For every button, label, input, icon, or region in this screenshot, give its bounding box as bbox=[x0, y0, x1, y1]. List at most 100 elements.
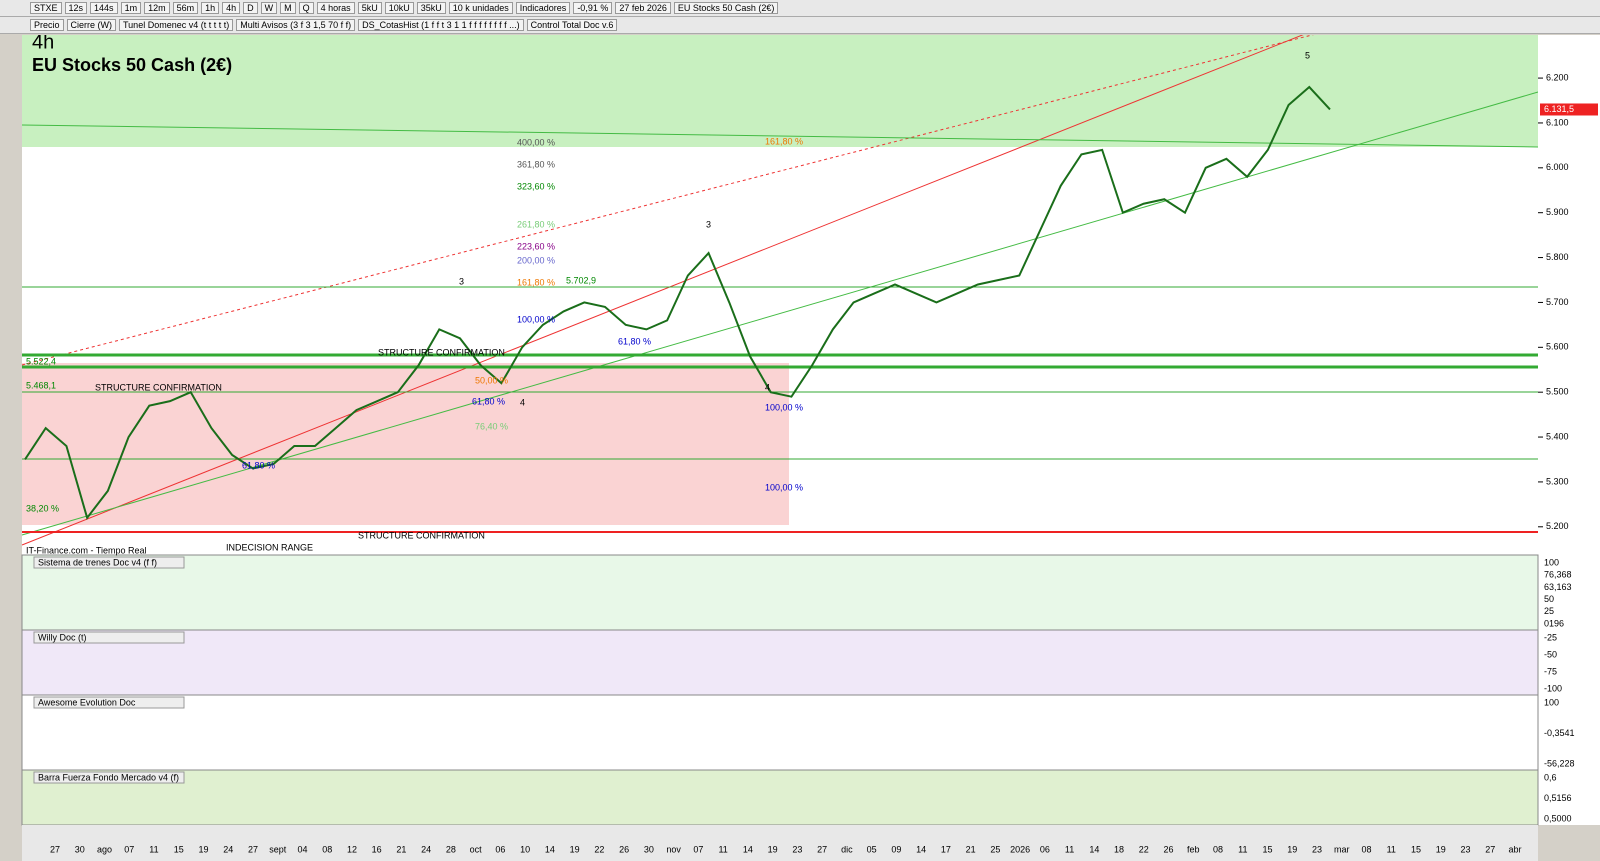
y-tick-label: 5.600 bbox=[1546, 342, 1569, 352]
toolbar-button[interactable]: 27 feb 2026 bbox=[615, 2, 671, 14]
y-tick-label: 5.400 bbox=[1546, 431, 1569, 441]
x-tick-label: 08 bbox=[322, 844, 332, 854]
toolbar-button[interactable]: 12m bbox=[144, 2, 170, 14]
annotation: 4 bbox=[520, 397, 525, 407]
toolbar-button[interactable]: 12s bbox=[64, 2, 88, 14]
toolbar-button[interactable]: 4 horas bbox=[316, 2, 355, 14]
annotation: 76,40 % bbox=[475, 421, 508, 431]
pane-title-box bbox=[33, 771, 185, 784]
toolbar-button[interactable]: EU Stocks 50 Cash (2€) bbox=[673, 2, 779, 14]
x-tick-label: 10 bbox=[520, 844, 530, 854]
pane-title-box bbox=[33, 556, 185, 569]
toolbar-button[interactable]: Indicadores bbox=[515, 2, 571, 14]
annotation: 100,00 % bbox=[765, 402, 803, 412]
toolbar-button[interactable]: W bbox=[260, 2, 278, 14]
toolbar-button[interactable]: STXE bbox=[30, 2, 62, 14]
x-tick-label: 27 bbox=[817, 844, 827, 854]
x-tick-label: 17 bbox=[941, 844, 951, 854]
pane-title-box bbox=[33, 631, 185, 644]
indicator-pane bbox=[21, 629, 1539, 696]
indicator-tag[interactable]: Multi Avisos (3 f 3 1,5 70 f f) bbox=[236, 19, 356, 31]
annotation: v bbox=[1336, 35, 1341, 36]
annotation: 5.702,9 bbox=[566, 275, 596, 285]
toolbar-button[interactable]: Q bbox=[298, 2, 314, 14]
x-tick-label: 14 bbox=[1089, 844, 1099, 854]
pane-axis-label: 76,368 bbox=[1544, 570, 1572, 580]
x-tick-label: 04 bbox=[297, 844, 307, 854]
x-tick-label: 06 bbox=[495, 844, 505, 854]
chart-area: Sistema de trenes Doc v4 (f f) 100 76,368 6… bbox=[0, 35, 1600, 861]
indicator-tag[interactable]: Control Total Doc v.6 bbox=[526, 19, 618, 31]
pane-axis-label: -75 bbox=[1544, 666, 1557, 676]
x-tick-label: abr bbox=[1508, 844, 1521, 854]
pane-axis-label: 0,5000 bbox=[1544, 813, 1572, 823]
y-tick-label: 5.700 bbox=[1546, 297, 1569, 307]
annotation: 200,00 % bbox=[517, 255, 555, 265]
toolbar-button[interactable]: M bbox=[280, 2, 296, 14]
annotation: INDECISION RANGE bbox=[226, 542, 313, 552]
toolbar-button[interactable]: D bbox=[243, 2, 258, 14]
indicator-pane bbox=[21, 554, 1539, 631]
annotation: 161,80 % bbox=[517, 277, 555, 287]
annotation: 61,80 % bbox=[242, 460, 275, 470]
last-price: 6.131,5 bbox=[1544, 104, 1574, 114]
toolbar-button[interactable]: 144s bbox=[90, 2, 118, 14]
channel bbox=[21, 35, 1314, 366]
x-tick-label: 14 bbox=[545, 844, 555, 854]
annotation: 4 bbox=[765, 382, 770, 392]
x-tick-label: 08 bbox=[1213, 844, 1223, 854]
pane-axis-label: 0,6 bbox=[1544, 772, 1557, 782]
toolbar-button[interactable]: 10 k unidades bbox=[448, 2, 513, 14]
toolbar-button[interactable]: 35kU bbox=[416, 2, 446, 14]
pane-title: Willy Doc (t) bbox=[38, 632, 87, 642]
x-tick-label: 16 bbox=[372, 844, 382, 854]
toolbar-button[interactable]: -0,91 % bbox=[573, 2, 613, 14]
annotation: 61,80 % bbox=[472, 396, 505, 406]
trendline bbox=[21, 124, 1539, 148]
toolbar-button[interactable]: 5kU bbox=[357, 2, 382, 14]
indicator-tag[interactable]: Cierre (W) bbox=[66, 19, 117, 31]
indicator-tag[interactable]: Precio bbox=[30, 19, 64, 31]
pane-axis-label: -100 bbox=[1544, 683, 1562, 693]
annotation: 3 bbox=[706, 219, 711, 229]
x-tick-label: mar bbox=[1334, 844, 1350, 854]
annotation: 5.468,1 bbox=[26, 380, 56, 390]
indicator-tag[interactable]: DS_CotasHist (1 f f t 3 1 1 f f f f f f … bbox=[358, 19, 524, 31]
pane-axis-label: 0,5156 bbox=[1544, 793, 1572, 803]
indicator-tag[interactable]: Tunel Domenec v4 (t t t t t) bbox=[119, 19, 234, 31]
x-tick-label: 21 bbox=[966, 844, 976, 854]
x-tick-label: 11 bbox=[149, 844, 158, 854]
annotation: 5 bbox=[1305, 50, 1310, 60]
x-tick-label: 19 bbox=[1287, 844, 1297, 854]
x-tick-label: 24 bbox=[421, 844, 431, 854]
y-tick-label: 6.100 bbox=[1546, 117, 1569, 127]
x-tick-label: 15 bbox=[174, 844, 184, 854]
instrument: EU Stocks 50 Cash (2€) bbox=[32, 55, 232, 75]
x-tick-label: 07 bbox=[124, 844, 134, 854]
time-axis bbox=[22, 825, 1538, 861]
timeframe: 4h bbox=[32, 35, 54, 53]
pane-title: Awesome Evolution Doc bbox=[38, 697, 136, 707]
zone bbox=[22, 35, 1538, 147]
pane-title: Barra Fuerza Fondo Mercado v4 (f) bbox=[38, 772, 179, 782]
side-toolbar bbox=[0, 35, 22, 861]
x-tick-label: 19 bbox=[570, 844, 580, 854]
price-line bbox=[24, 85, 1331, 520]
x-tick-label: feb bbox=[1187, 844, 1200, 854]
x-tick-label: 05 bbox=[867, 844, 877, 854]
annotation: 400,00 % bbox=[517, 137, 555, 147]
pane-axis-label: -50 bbox=[1544, 649, 1557, 659]
trendline bbox=[21, 91, 1539, 536]
toolbar-button[interactable]: 56m bbox=[172, 2, 199, 14]
toolbar-button[interactable]: 10kU bbox=[384, 2, 414, 14]
x-tick-label: 23 bbox=[792, 844, 802, 854]
annotation: 100,00 % bbox=[517, 314, 555, 324]
toolbar-button[interactable]: 4h bbox=[222, 2, 241, 14]
annotation: 323,60 % bbox=[517, 181, 555, 191]
x-tick-label: 11 bbox=[718, 844, 727, 854]
toolbar-button[interactable]: 1h bbox=[201, 2, 220, 14]
toolbar-button[interactable]: 1m bbox=[120, 2, 142, 14]
toolbar: STXE 12s 144s 1m 12m 56m 1h 4h D W M Q 4 horas 5kU 10k… bbox=[0, 0, 1600, 17]
x-tick-label: 30 bbox=[75, 844, 85, 854]
pane-axis-label: 0196 bbox=[1544, 618, 1564, 628]
